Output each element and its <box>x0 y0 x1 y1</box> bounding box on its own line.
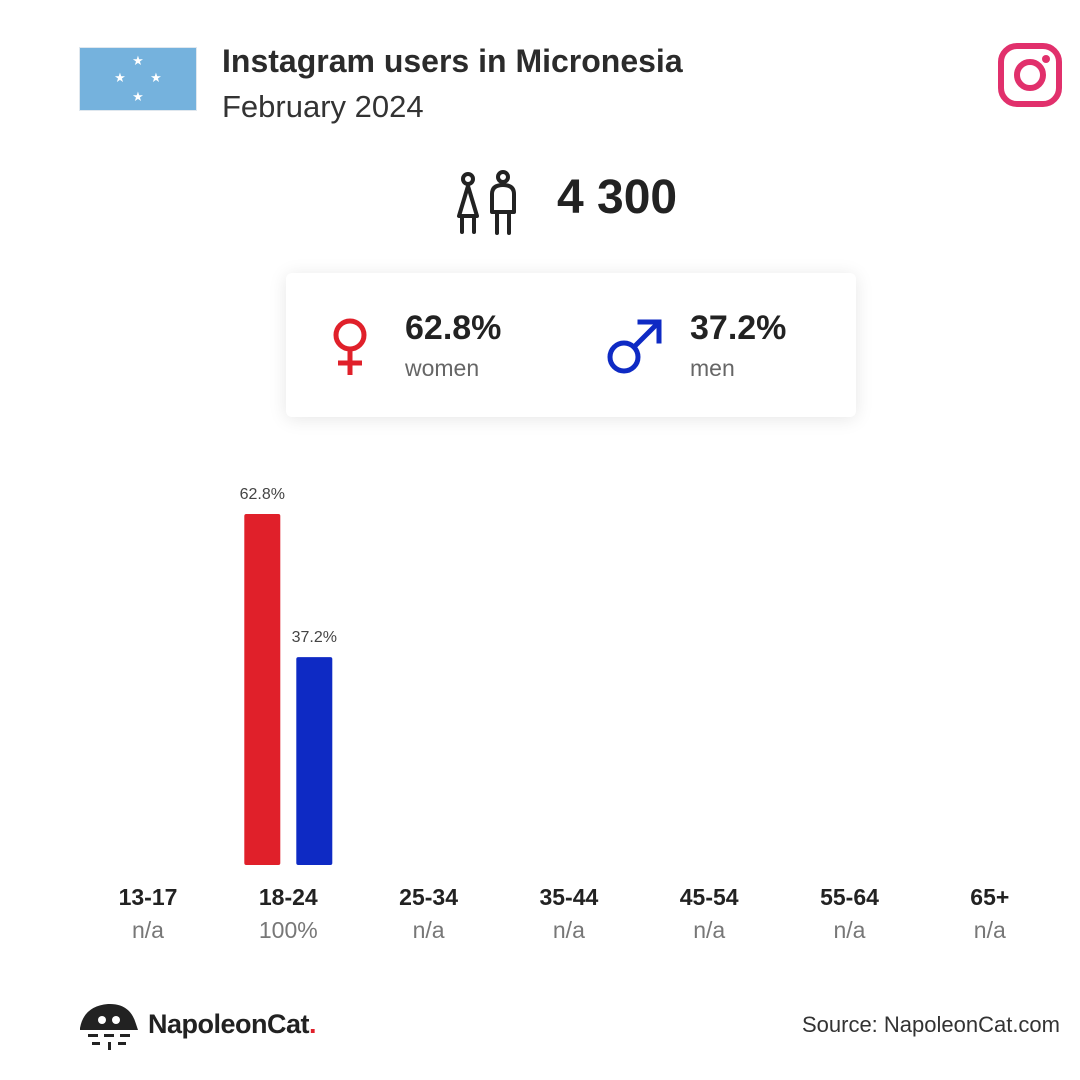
women-share-value: 62.8% <box>405 309 502 347</box>
users-icon <box>457 170 516 235</box>
men-bar <box>296 657 333 865</box>
men-share-value: 37.2% <box>690 309 787 347</box>
source-link[interactable]: Source: NapoleonCat.com <box>801 1012 1060 1037</box>
brand-dot: . <box>309 1009 317 1039</box>
age-group-label: 18-24 <box>258 884 318 910</box>
page-title: Instagram users in Micronesia <box>222 43 683 79</box>
male-icon <box>607 319 662 374</box>
female-icon <box>333 318 367 375</box>
age-group-share: n/a <box>693 917 726 943</box>
women-bar <box>244 514 281 865</box>
age-group-share: n/a <box>412 917 445 943</box>
age-group-label: 45-54 <box>679 884 739 910</box>
age-group-share: n/a <box>833 917 866 943</box>
brand-name-text: NapoleonCat <box>148 1009 310 1039</box>
age-group-share: 100% <box>258 917 318 943</box>
bar-value-label: 37.2% <box>292 629 337 646</box>
brand-name: NapoleonCat. <box>148 1009 317 1040</box>
gender-split-card: 62.8% women 37.2% men <box>286 273 856 417</box>
svg-text:★: ★ <box>150 71 162 86</box>
age-group-label: 13-17 <box>118 884 178 910</box>
age-group-share: n/a <box>973 917 1006 943</box>
age-group-share: n/a <box>132 917 164 943</box>
age-group-label: 55-64 <box>820 884 879 910</box>
age-group-label: 65+ <box>970 884 1010 910</box>
bar-value-label: 62.8% <box>240 486 285 503</box>
svg-text:★: ★ <box>132 54 144 69</box>
age-group-label: 25-34 <box>399 884 458 910</box>
age-group-label: 35-44 <box>539 884 599 910</box>
micronesia-flag-icon: ★ ★ ★ ★ <box>79 47 197 111</box>
instagram-icon <box>998 43 1062 107</box>
page-subtitle: February 2024 <box>222 89 424 124</box>
men-label: men <box>690 355 735 381</box>
svg-text:★: ★ <box>132 90 144 105</box>
svg-text:★: ★ <box>114 71 126 86</box>
napoleoncat-logo-icon <box>80 1003 138 1050</box>
age-group-share: n/a <box>552 917 585 943</box>
women-label: women <box>405 355 480 381</box>
total-users-value: 4 300 <box>557 171 678 224</box>
